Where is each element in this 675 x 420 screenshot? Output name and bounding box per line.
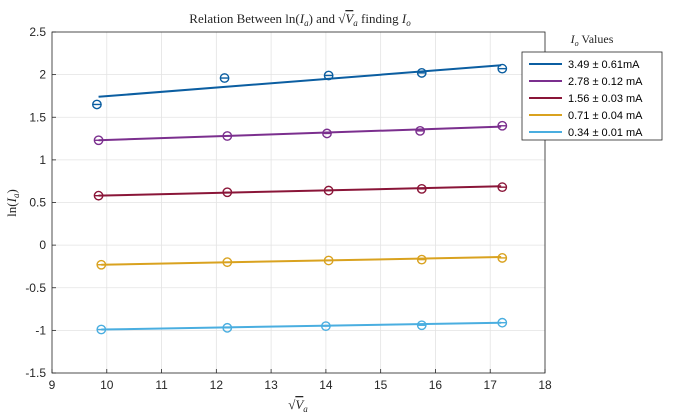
x-tick-label: 11: [155, 378, 168, 392]
legend-label: 2.78 ± 0.12 mA: [568, 76, 643, 88]
y-tick-label: 0: [39, 238, 46, 252]
data-point: [497, 120, 508, 131]
legend-label: 1.56 ± 0.03 mA: [568, 93, 643, 105]
data-point: [322, 128, 332, 139]
x-tick-label: 14: [319, 378, 333, 392]
data-point: [320, 321, 331, 332]
data-point: [323, 255, 334, 266]
data-point: [93, 190, 104, 201]
y-tick-label: 1: [39, 153, 46, 167]
y-axis-label: ln(Ia): [4, 189, 21, 217]
legend-label: 0.71 ± 0.04 mA: [568, 110, 643, 122]
fit-line: [98, 185, 502, 197]
data-point: [415, 125, 426, 136]
data-point: [323, 185, 334, 196]
y-ticks: 2.5 2 1.5 1 0.5 0 -0.5 -1 -1.5: [25, 25, 56, 380]
fit-line: [101, 321, 502, 331]
data-point: [416, 320, 427, 331]
fit-lines: [98, 64, 502, 331]
y-tick-label: 2.5: [29, 25, 46, 39]
y-tick-label: -0.5: [25, 281, 46, 295]
y-tick-label: 2: [39, 68, 46, 82]
x-tick-label: 17: [484, 378, 498, 392]
x-tick-label: 13: [264, 378, 278, 392]
data-point: [497, 182, 508, 193]
x-tick-label: 15: [374, 378, 388, 392]
data-point: [497, 317, 508, 328]
y-tick-label: 1.5: [29, 110, 46, 124]
x-tick-label: 10: [100, 378, 114, 392]
data-point: [96, 259, 107, 270]
data-point: [222, 257, 233, 268]
data-point: [219, 73, 230, 83]
legend-label: 0.34 ± 0.01 mA: [568, 127, 643, 139]
grid: [51, 31, 546, 374]
x-ticks: 9 10 11 12 13 14 15 16 17 18: [49, 369, 552, 392]
x-tick-label: 16: [429, 378, 443, 392]
fit-line: [101, 256, 502, 266]
data-point: [222, 131, 233, 141]
data-point: [93, 135, 104, 146]
data-point: [497, 253, 508, 263]
data-point: [416, 183, 427, 194]
data-point: [92, 99, 102, 110]
chart-title: Relation Between ln(Ia) and √Va finding …: [189, 11, 411, 28]
data-point: [416, 254, 427, 265]
x-tick-label: 18: [538, 378, 552, 392]
data-point: [497, 63, 508, 74]
y-tick-label: 0.5: [29, 196, 46, 210]
data-point: [416, 68, 427, 78]
data-point: [222, 322, 233, 333]
data-point: [323, 70, 334, 81]
fit-line: [98, 125, 502, 142]
data-markers: [92, 63, 508, 335]
y-tick-label: -1.5: [25, 366, 46, 380]
legend-title: Io Values: [570, 32, 614, 48]
legend: 3.49 ± 0.61mA 2.78 ± 0.12 mA 1.56 ± 0.03 m…: [521, 51, 663, 141]
legend-box: [521, 51, 663, 141]
data-point: [222, 187, 233, 198]
x-axis-label: √Va: [288, 397, 308, 414]
legend-label: 3.49 ± 0.61mA: [568, 59, 640, 71]
x-tick-label: 12: [210, 378, 224, 392]
data-point: [96, 324, 107, 335]
fit-line: [98, 64, 502, 98]
y-tick-label: -1: [35, 323, 46, 337]
x-tick-label: 9: [49, 378, 56, 392]
